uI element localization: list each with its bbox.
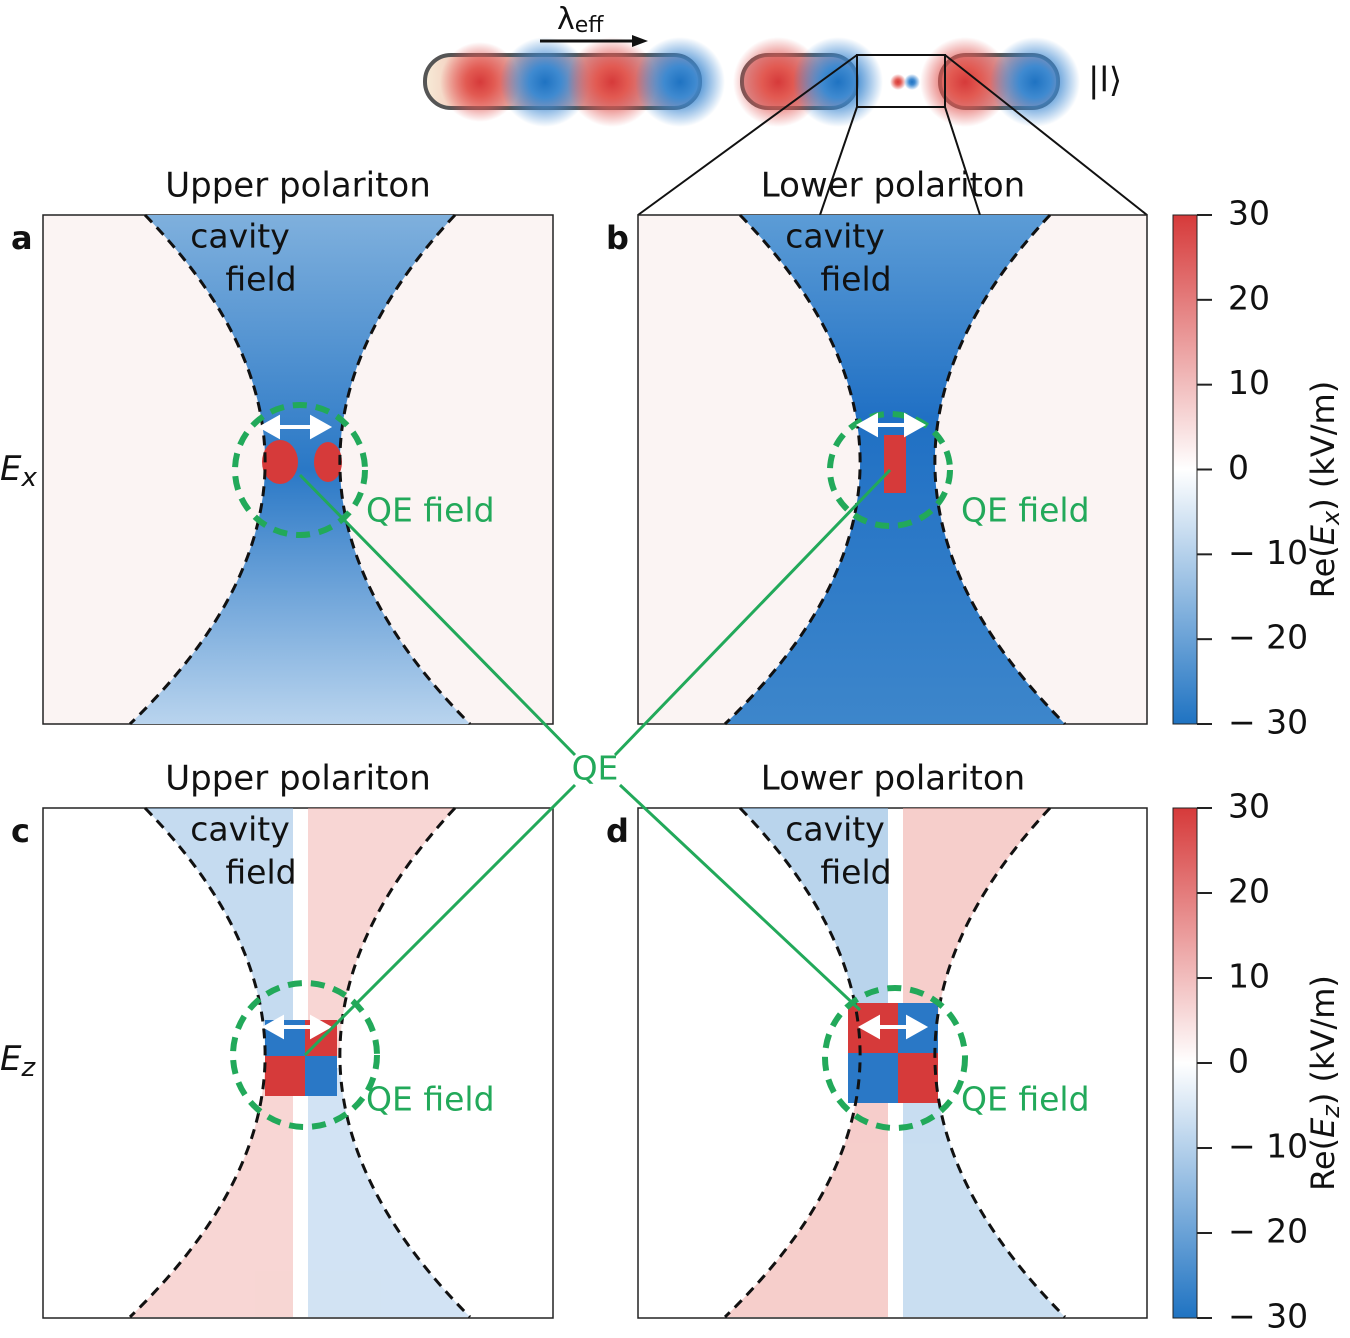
panel-a: [42, 213, 554, 726]
qe-field-label: QE field: [366, 491, 495, 530]
colorbar-label: Re(Ex) (kV/m): [1304, 381, 1345, 598]
colorbar-label-prefix: Re(: [1304, 545, 1342, 598]
qe-field-label: QE field: [366, 1080, 495, 1119]
colorbar-label-prefix: Re(: [1304, 1138, 1342, 1191]
state-label: |l⟩: [1088, 61, 1122, 101]
cavity-label: field: [225, 853, 296, 892]
cavity-label: cavity: [190, 810, 290, 849]
panel-title: Lower polariton: [761, 166, 1025, 206]
panel-letter: b: [606, 219, 629, 257]
qe-field-label: QE field: [961, 491, 1090, 530]
row-label: Ez: [0, 1039, 36, 1083]
colorbar-label-sub: x: [1317, 510, 1345, 526]
colorbar: [1172, 807, 1198, 1319]
panel-b: [637, 213, 1148, 726]
colorbar-tick-label: 20: [1228, 872, 1270, 911]
colorbar-tick-label: − 20: [1228, 1212, 1308, 1251]
colorbar-tick-label: 20: [1228, 278, 1270, 317]
colorbar-tick-label: − 10: [1228, 1127, 1308, 1166]
lambda-label: λeff: [557, 2, 604, 39]
qe-field-label: QE field: [961, 1080, 1090, 1119]
colorbar-label-symbol: E: [1304, 1117, 1342, 1138]
panel-letter: d: [606, 812, 629, 850]
row-sub: x: [20, 463, 37, 493]
cavity-label: field: [820, 853, 891, 892]
panel-letter: c: [11, 812, 30, 850]
colorbar-tick-label: 10: [1228, 363, 1270, 402]
colorbar-label-symbol: E: [1304, 524, 1342, 545]
colorbar-tick-label: 30: [1228, 787, 1270, 826]
nanorods: [423, 35, 1148, 216]
colorbar: [1172, 214, 1198, 725]
colorbar-tick-label: − 20: [1228, 618, 1308, 657]
row-label: Ex: [0, 449, 37, 493]
panel-c: [42, 806, 554, 1319]
colorbar-tick-label: 30: [1228, 194, 1270, 233]
colorbar-label-sub: z: [1317, 1104, 1345, 1119]
cavity-label: cavity: [785, 810, 885, 849]
colorbar-label: Re(Ez) (kV/m): [1304, 975, 1345, 1191]
colorbar-tick-label: − 10: [1228, 533, 1308, 572]
qe-label: QE: [572, 749, 619, 788]
row-symbol: E: [0, 449, 22, 489]
colorbar-label-suffix: ) (kV/m): [1304, 975, 1342, 1105]
cavity-label: cavity: [785, 217, 885, 256]
colorbar-tick-label: 0: [1228, 1042, 1249, 1081]
cavity-label: field: [225, 260, 296, 299]
colorbar-tick-label: 0: [1228, 448, 1249, 487]
colorbar-tick-label: − 30: [1228, 1297, 1308, 1336]
qe-pointers: [298, 468, 892, 1057]
colorbar-tick-label: − 30: [1228, 703, 1308, 742]
panel-letter: a: [11, 219, 33, 257]
panel-title: Lower polariton: [761, 759, 1025, 799]
dipole-arrows: [257, 412, 929, 1040]
cavity-label: cavity: [190, 217, 290, 256]
panel-title: Upper polariton: [165, 166, 431, 206]
panel-d: [637, 806, 1148, 1319]
row-sub: z: [20, 1053, 36, 1083]
panel-title: Upper polariton: [165, 759, 431, 799]
cavity-label: field: [820, 260, 891, 299]
row-symbol: E: [0, 1039, 22, 1079]
colorbar-label-suffix: ) (kV/m): [1304, 381, 1342, 511]
colorbar-tick-label: 10: [1228, 957, 1270, 996]
